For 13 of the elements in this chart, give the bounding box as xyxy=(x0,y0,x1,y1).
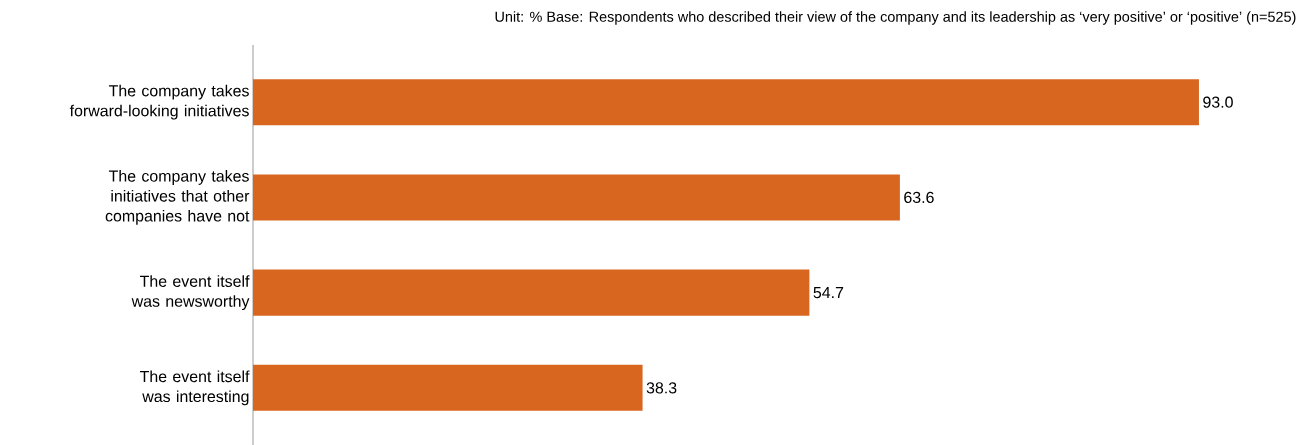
data-label: 93.0 xyxy=(1203,96,1233,108)
y-tick-label: The company takes initiatives that other companies have not xyxy=(105,170,250,225)
data-label: 63.6 xyxy=(904,191,934,204)
y-tick-label: The event itself was interesting xyxy=(139,370,250,406)
data-label: 54.7 xyxy=(813,287,844,299)
data-label: 38.3 xyxy=(646,382,677,394)
bar xyxy=(253,79,1199,126)
y-tick-label: The company takes forward-looking initiatives xyxy=(69,84,249,120)
y-tick-label: The event itself was newsworthy xyxy=(131,275,250,311)
chart-title: Unit: % Base: Respondents who described their view of the company and its leadership as ‘very positive’ or ‘positive’ (n=525) xyxy=(495,11,1296,25)
bar xyxy=(253,174,900,221)
bar xyxy=(253,364,643,411)
bar xyxy=(253,269,810,316)
